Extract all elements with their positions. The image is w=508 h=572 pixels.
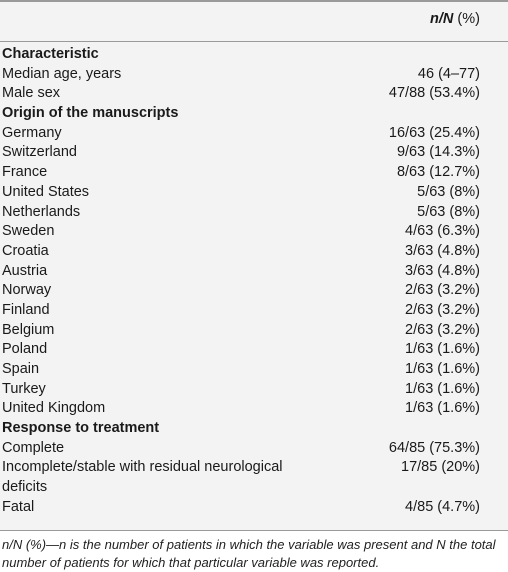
row-label: Turkey [2,380,46,397]
table-row: Complete 64/85 (75.3%) [0,439,508,459]
row-label: Incomplete/stable with residual neurolog… [2,459,283,496]
column-header-percent-part: (%) [453,11,480,27]
table-row: Austria 3/63 (4.8%) [0,262,508,282]
row-value: 64/85 (75.3%) [388,439,480,456]
row-label: Median age, years [2,65,122,82]
column-header-italic-part: n/N [430,11,454,27]
row-value: 16/63 (25.4%) [388,124,480,141]
table-row: Incomplete/stable with residual neurolog… [0,458,508,497]
table-row: United States 5/63 (8%) [0,183,508,203]
table-bottom-rule [0,530,508,531]
table-row: Male sex 47/88 (53.4%) [0,84,508,104]
row-value: 9/63 (14.3%) [396,144,480,161]
section-heading: Characteristic [2,46,99,62]
row-label: Sweden [2,223,55,240]
row-label: United States [2,183,90,200]
row-value: 2/63 (3.2%) [405,301,480,318]
row-label: Germany [2,124,62,141]
row-label: Spain [2,361,40,377]
table-row: Sweden 4/63 (6.3%) [0,222,508,242]
row-value: 4/85 (4.7%) [405,498,480,515]
row-value: 46 (4–77) [417,65,480,82]
row-label: Norway [2,282,52,299]
table-header-rule [0,41,508,42]
table-row: Netherlands 5/63 (8%) [0,203,508,223]
row-label: Male sex [2,85,61,102]
column-header-n-over-n: n/N (%) [430,11,480,27]
table-footnote: n/N (%)—n is the number of patients in w… [2,537,496,570]
row-label: France [2,164,48,181]
row-label: Fatal [2,498,35,515]
row-value: 1/63 (1.6%) [405,341,480,358]
row-value: 1/63 (1.6%) [405,380,480,397]
row-label: Belgium [2,321,55,338]
row-value: 5/63 (8%) [417,183,480,200]
table-row: Spain 1/63 (1.6%) [0,360,508,380]
row-value: 3/63 (4.8%) [405,242,480,259]
row-label: Complete [2,439,65,456]
row-value: 1/63 (1.6%) [405,400,480,417]
row-label: Switzerland [2,144,77,161]
row-label: Austria [2,262,48,279]
table-row: Poland 1/63 (1.6%) [0,340,508,360]
section-heading-row: Characteristic [0,45,508,65]
section-heading: Origin of the manuscripts [2,105,179,122]
row-value: 2/63 (3.2%) [405,282,480,299]
table-row: France 8/63 (12.7%) [0,163,508,183]
row-label: Croatia [2,242,49,259]
table-row: Switzerland 9/63 (14.3%) [0,143,508,163]
row-value: 3/63 (4.8%) [405,262,480,279]
table-row: Turkey 1/63 (1.6%) [0,380,508,400]
table-row: Croatia 3/63 (4.8%) [0,242,508,262]
table-row: Median age, years 46 (4–77) [0,65,508,85]
data-table: n/N (%) Characteristic Median age, years 4… [0,0,508,531]
table-row: Germany 16/63 (25.4%) [0,124,508,144]
table-row: Finland 2/63 (3.2%) [0,301,508,321]
row-value: 2/63 (3.2%) [405,321,480,338]
table-row: Belgium 2/63 (3.2%) [0,321,508,341]
row-value: 17/85 (20%) [401,459,480,476]
row-value: 47/88 (53.4%) [388,85,480,102]
row-label: Netherlands [2,203,81,220]
table-header-row: n/N (%) [0,0,508,41]
table-top-rule [0,0,508,2]
table-row: Norway 2/63 (3.2%) [0,281,508,301]
table-body: Characteristic Median age, years 46 (4–77)… [0,45,508,518]
table-row: Fatal 4/85 (4.7%) [0,498,508,518]
row-value: 4/63 (6.3%) [405,223,480,240]
row-label: United Kingdom [2,400,106,417]
row-value: 1/63 (1.6%) [405,361,480,377]
section-heading-row: Response to treatment [0,419,508,439]
row-value: 5/63 (8%) [417,203,480,220]
row-label: Finland [2,301,50,318]
section-heading-row: Origin of the manuscripts [0,104,508,124]
row-value: 8/63 (12.7%) [396,164,480,181]
row-label: Poland [2,341,48,358]
section-heading: Response to treatment [2,420,160,437]
table-row: United Kingdom 1/63 (1.6%) [0,399,508,419]
